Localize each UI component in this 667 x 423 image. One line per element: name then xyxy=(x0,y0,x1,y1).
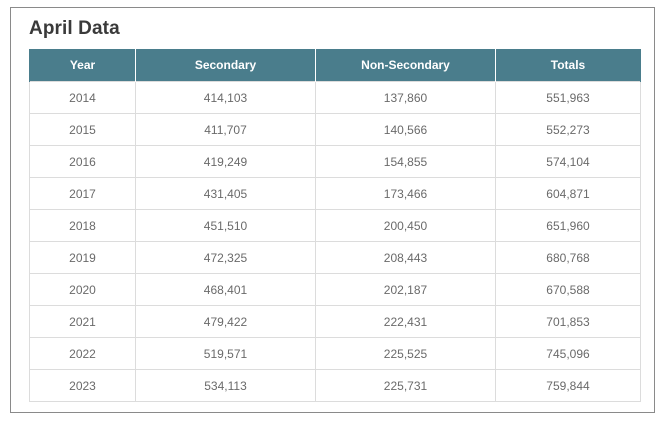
totals-cell: 680,768 xyxy=(495,241,641,274)
data-card: April Data Year Secondary Non-Secondary … xyxy=(10,7,655,413)
non-secondary-cell: 200,450 xyxy=(315,209,496,242)
table-row: 2021 479,422 222,431 701,853 xyxy=(29,305,641,338)
non-secondary-cell: 140,566 xyxy=(315,113,496,146)
secondary-cell: 414,103 xyxy=(135,81,316,114)
totals-cell: 574,104 xyxy=(495,145,641,178)
year-cell: 2017 xyxy=(29,177,136,210)
secondary-cell: 534,113 xyxy=(135,369,316,402)
non-secondary-cell: 137,860 xyxy=(315,81,496,114)
secondary-cell: 479,422 xyxy=(135,305,316,338)
year-cell: 2022 xyxy=(29,337,136,370)
table-row: 2020 468,401 202,187 670,588 xyxy=(29,273,641,306)
column-header-non-secondary: Non-Secondary xyxy=(315,49,496,82)
non-secondary-cell: 225,731 xyxy=(315,369,496,402)
non-secondary-cell: 202,187 xyxy=(315,273,496,306)
totals-cell: 670,588 xyxy=(495,273,641,306)
table-row: 2016 419,249 154,855 574,104 xyxy=(29,145,641,178)
secondary-cell: 431,405 xyxy=(135,177,316,210)
year-cell: 2020 xyxy=(29,273,136,306)
table-row: 2019 472,325 208,443 680,768 xyxy=(29,241,641,274)
column-header-secondary: Secondary xyxy=(135,49,316,82)
column-header-totals: Totals xyxy=(495,49,641,82)
column-header-year: Year xyxy=(29,49,136,82)
non-secondary-cell: 225,525 xyxy=(315,337,496,370)
table-row: 2022 519,571 225,525 745,096 xyxy=(29,337,641,370)
secondary-cell: 419,249 xyxy=(135,145,316,178)
totals-cell: 759,844 xyxy=(495,369,641,402)
totals-cell: 651,960 xyxy=(495,209,641,242)
year-cell: 2016 xyxy=(29,145,136,178)
table-body: 2014 414,103 137,860 551,963 2015 411,70… xyxy=(29,81,641,402)
table-header: Year Secondary Non-Secondary Totals xyxy=(29,49,641,82)
secondary-cell: 519,571 xyxy=(135,337,316,370)
secondary-cell: 451,510 xyxy=(135,209,316,242)
year-cell: 2019 xyxy=(29,241,136,274)
non-secondary-cell: 222,431 xyxy=(315,305,496,338)
header-row: Year Secondary Non-Secondary Totals xyxy=(29,49,641,82)
totals-cell: 701,853 xyxy=(495,305,641,338)
year-cell: 2018 xyxy=(29,209,136,242)
table-row: 2017 431,405 173,466 604,871 xyxy=(29,177,641,210)
secondary-cell: 468,401 xyxy=(135,273,316,306)
table-row: 2014 414,103 137,860 551,963 xyxy=(29,81,641,114)
non-secondary-cell: 154,855 xyxy=(315,145,496,178)
secondary-cell: 472,325 xyxy=(135,241,316,274)
table-row: 2015 411,707 140,566 552,273 xyxy=(29,113,641,146)
year-cell: 2014 xyxy=(29,81,136,114)
year-cell: 2021 xyxy=(29,305,136,338)
totals-cell: 604,871 xyxy=(495,177,641,210)
table-row: 2023 534,113 225,731 759,844 xyxy=(29,369,641,402)
data-table: Year Secondary Non-Secondary Totals 2014… xyxy=(29,49,641,402)
year-cell: 2015 xyxy=(29,113,136,146)
non-secondary-cell: 173,466 xyxy=(315,177,496,210)
totals-cell: 551,963 xyxy=(495,81,641,114)
non-secondary-cell: 208,443 xyxy=(315,241,496,274)
card-title: April Data xyxy=(29,18,120,39)
totals-cell: 745,096 xyxy=(495,337,641,370)
year-cell: 2023 xyxy=(29,369,136,402)
secondary-cell: 411,707 xyxy=(135,113,316,146)
table-row: 2018 451,510 200,450 651,960 xyxy=(29,209,641,242)
totals-cell: 552,273 xyxy=(495,113,641,146)
